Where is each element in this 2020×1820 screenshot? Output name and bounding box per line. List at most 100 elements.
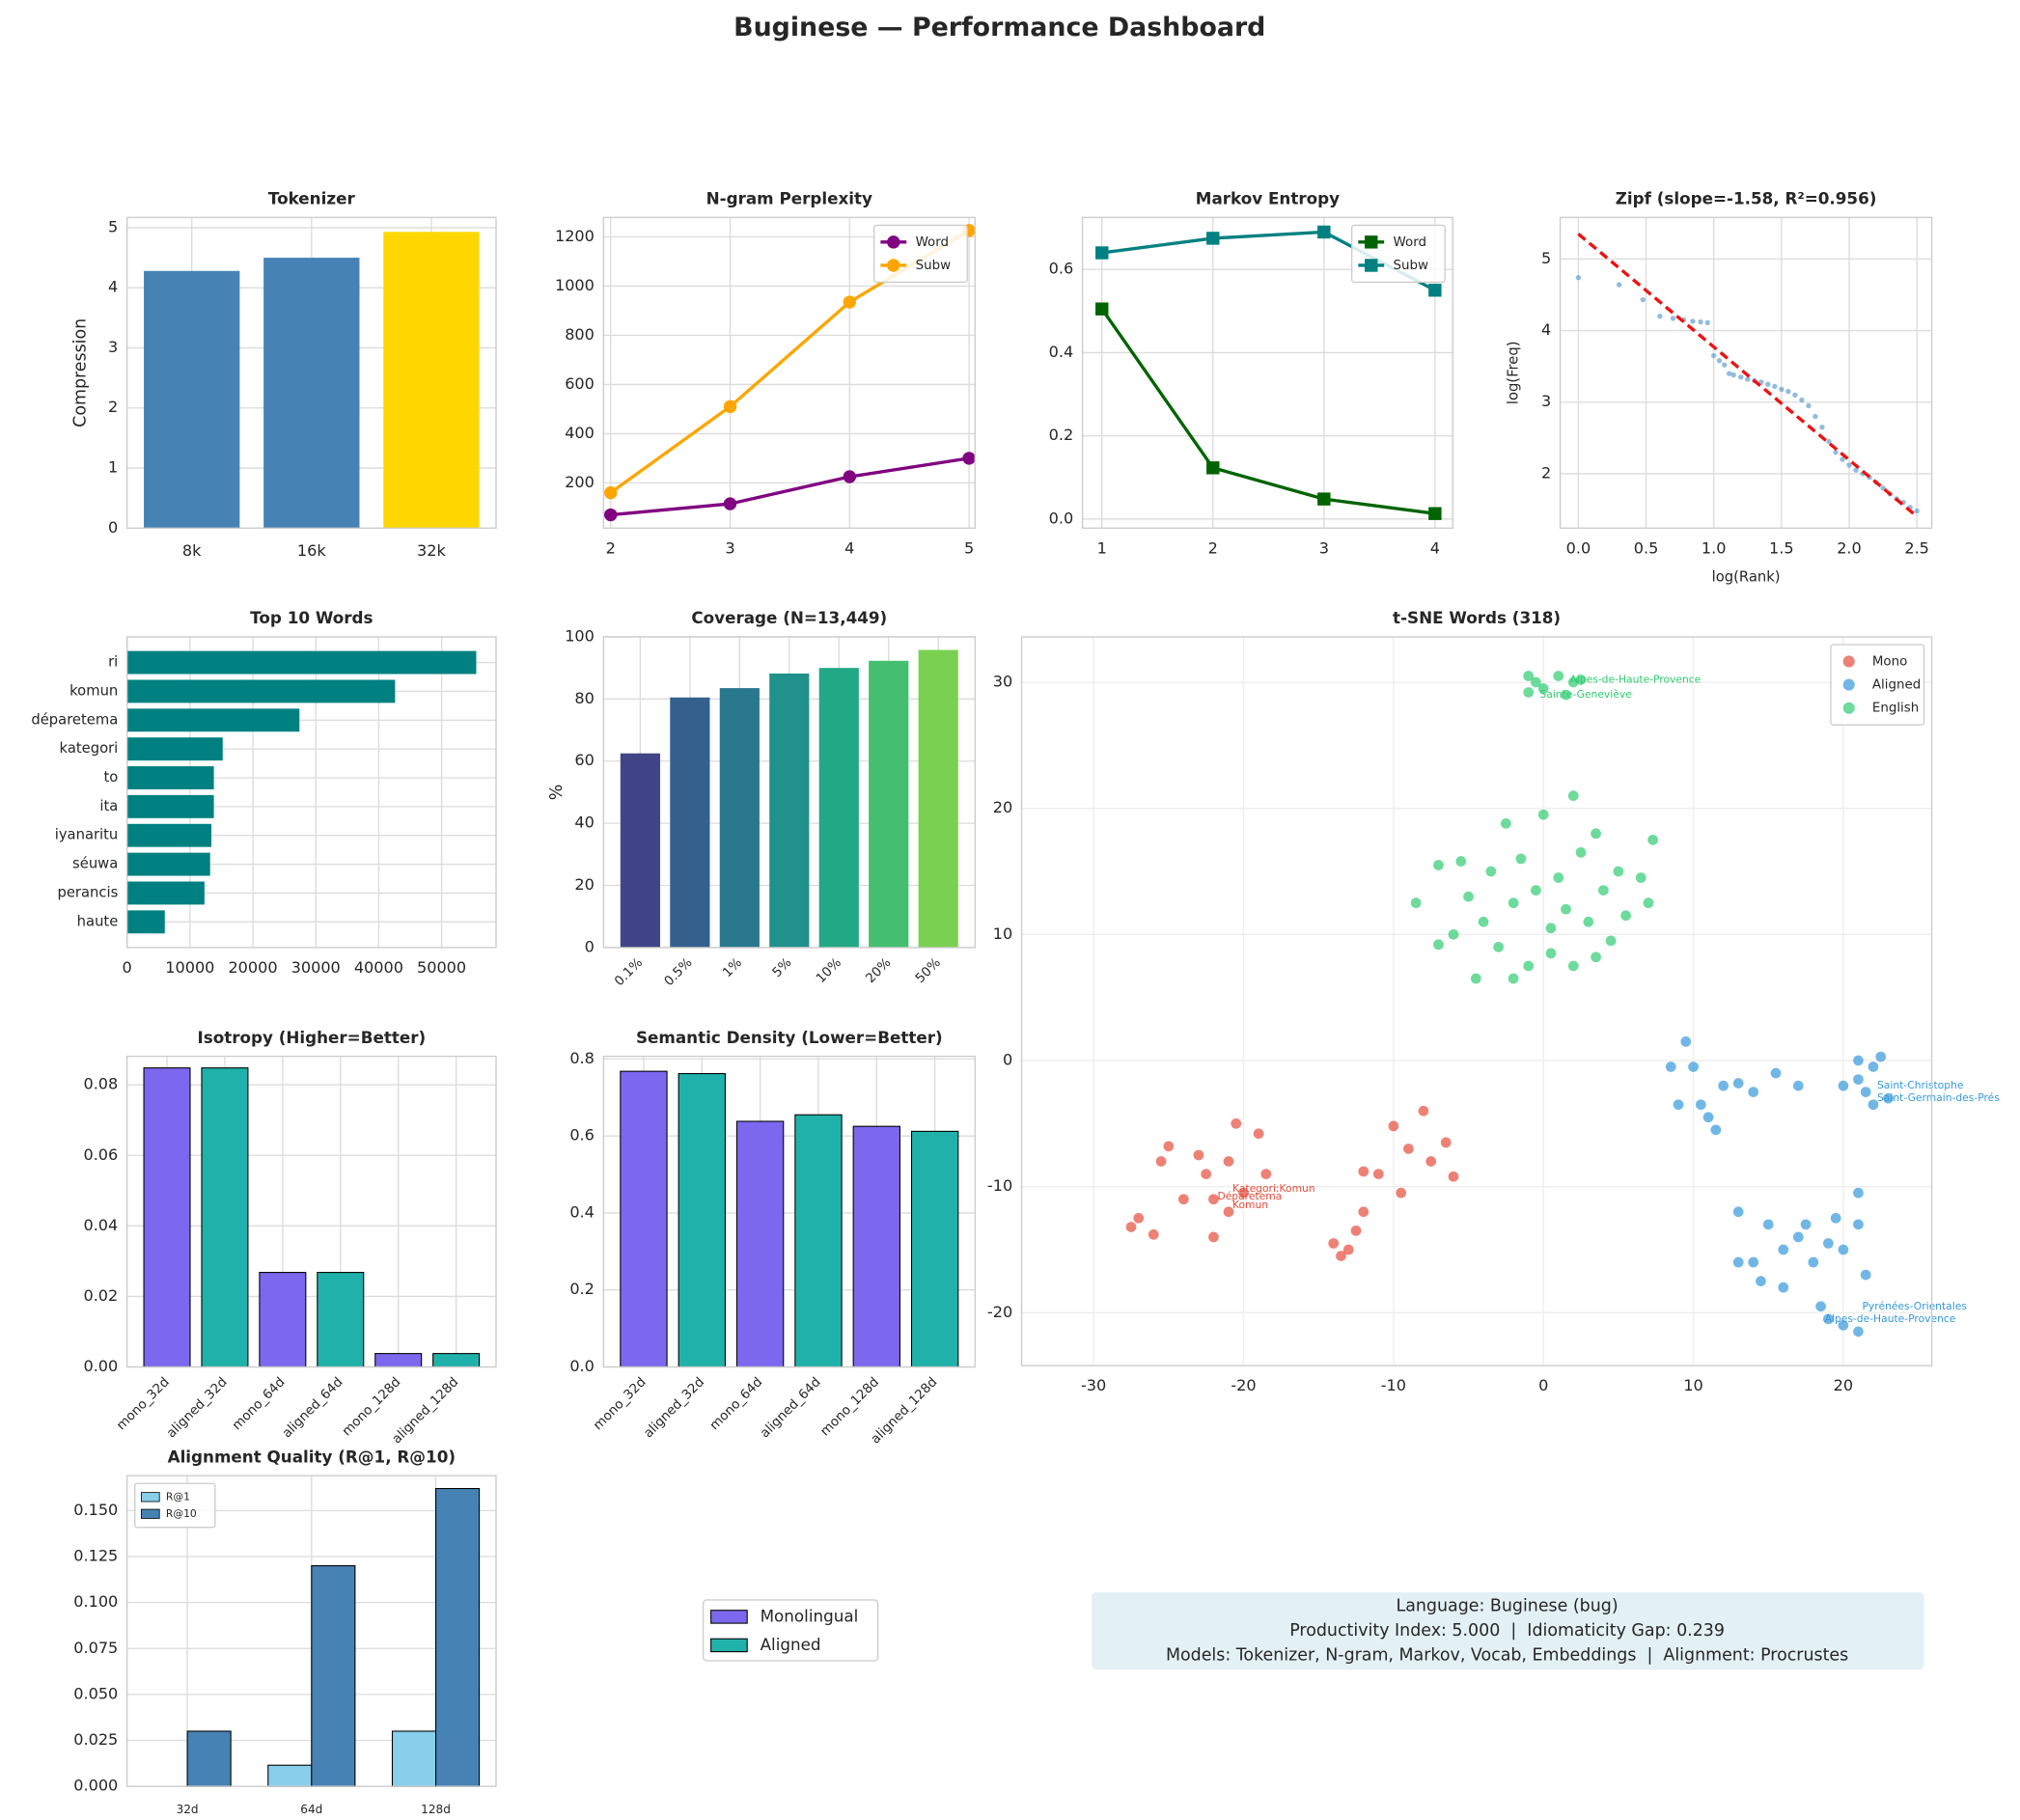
data-point — [1860, 1269, 1871, 1281]
y-axis-label: % — [547, 785, 567, 801]
x-tick-label: -10 — [1381, 1376, 1406, 1394]
data-point — [1223, 1206, 1234, 1218]
bar — [267, 1764, 313, 1787]
bar — [126, 794, 214, 818]
chart-title: Markov Entropy — [1196, 189, 1340, 208]
y-tick-label: -10 — [987, 1176, 1012, 1195]
legend-marker — [1842, 678, 1855, 691]
data-point — [1260, 1169, 1272, 1179]
data-point — [1396, 1187, 1406, 1199]
point-annotation: Alpes-de-Haute-Provence — [1825, 1312, 1956, 1325]
bar — [317, 1272, 365, 1368]
data-point — [1575, 274, 1582, 281]
data-point — [1690, 318, 1696, 324]
y-tick-label: 0.4 — [1049, 343, 1074, 361]
data-point — [1433, 860, 1444, 870]
bar — [620, 753, 660, 948]
data-point — [1317, 492, 1331, 506]
data-point — [1840, 456, 1845, 462]
series-line — [610, 456, 970, 517]
y-tick-label: 0.04 — [83, 1216, 118, 1234]
data-point — [1231, 1117, 1242, 1129]
data-point — [1455, 856, 1467, 867]
data-point — [1155, 1156, 1167, 1167]
y-tick-label: 0.025 — [73, 1730, 118, 1749]
data-point — [1342, 1244, 1354, 1255]
data-point — [1485, 866, 1497, 877]
legend-label: Mono — [1872, 654, 1907, 669]
data-point — [1428, 507, 1442, 520]
data-point — [1428, 284, 1442, 297]
legend-label: Monolingual — [761, 1606, 859, 1625]
data-point — [1745, 376, 1751, 382]
y-tick-label: 0.6 — [569, 1126, 595, 1144]
legend-marker — [887, 259, 900, 272]
bar — [374, 1353, 423, 1368]
y-tick-label: 0.0 — [569, 1357, 595, 1375]
x-tick-label: 2.0 — [1837, 538, 1862, 557]
data-point — [1704, 319, 1710, 326]
data-point — [1553, 872, 1564, 883]
summary-line: Productivity Index: 5.000 | Idiomaticity… — [1289, 1621, 1725, 1641]
data-point — [1448, 928, 1459, 940]
y-tick-label: 0.4 — [569, 1202, 595, 1221]
legend-marker — [1365, 235, 1378, 249]
data-point — [1853, 1187, 1864, 1199]
data-point — [1177, 1194, 1189, 1205]
bar — [435, 1487, 481, 1787]
data-point — [1823, 1238, 1834, 1249]
legend-marker — [1842, 655, 1855, 668]
x-tick-label: 64d — [300, 1803, 322, 1816]
data-point — [1880, 485, 1886, 491]
legend-marker — [1842, 702, 1855, 714]
plot-frame — [1081, 216, 1453, 529]
data-point — [1591, 951, 1601, 963]
chart-title: Coverage (N=13,449) — [691, 608, 887, 627]
data-point — [1208, 1231, 1219, 1243]
data-point — [1718, 1080, 1729, 1091]
bar — [144, 270, 240, 529]
x-tick-label: 1.5 — [1769, 538, 1794, 557]
x-tick-label: 3 — [1319, 538, 1329, 557]
x-tick-label: 10 — [1683, 1376, 1702, 1394]
data-point — [1328, 1238, 1340, 1249]
data-point — [843, 295, 857, 309]
legend-label: Aligned — [1872, 678, 1921, 693]
data-point — [1125, 1222, 1137, 1232]
data-point — [1868, 1062, 1879, 1072]
data-point — [1095, 302, 1109, 316]
data-point — [843, 470, 857, 483]
bar — [869, 660, 909, 948]
y-tick-label: -20 — [987, 1303, 1012, 1321]
data-point — [1853, 1326, 1864, 1337]
point-annotation: Pyrénées-Orientales — [1862, 1300, 1967, 1312]
bar — [143, 1067, 191, 1368]
data-point — [1493, 942, 1504, 952]
data-point — [723, 400, 737, 414]
plot-frame — [125, 1055, 497, 1368]
data-point — [1838, 1080, 1849, 1091]
data-point — [1823, 1313, 1834, 1325]
x-tick-label: 0 — [1538, 1376, 1548, 1394]
y-tick-label: iyanaritu — [55, 827, 119, 843]
data-point — [1698, 318, 1703, 325]
data-point — [1860, 1087, 1871, 1098]
data-point — [1732, 1078, 1744, 1089]
point-annotation: Kategori:Komun — [1232, 1182, 1315, 1195]
data-point — [1812, 413, 1818, 420]
bar — [126, 708, 300, 732]
data-point — [1779, 386, 1785, 393]
data-point — [1515, 853, 1527, 865]
data-point — [1695, 1099, 1706, 1111]
data-point — [1830, 1212, 1841, 1224]
data-point — [1785, 388, 1791, 395]
y-tick-label: 0.06 — [83, 1145, 118, 1164]
data-point — [1616, 282, 1622, 288]
y-tick-label: 1000 — [555, 276, 595, 294]
data-point — [1508, 897, 1519, 909]
y-tick-label: ita — [99, 798, 118, 814]
bar — [126, 910, 165, 934]
point-annotation: Sainte-Geneviève — [1539, 688, 1632, 701]
x-tick-label: 3 — [725, 538, 734, 557]
plot-frame — [1020, 636, 1933, 1366]
